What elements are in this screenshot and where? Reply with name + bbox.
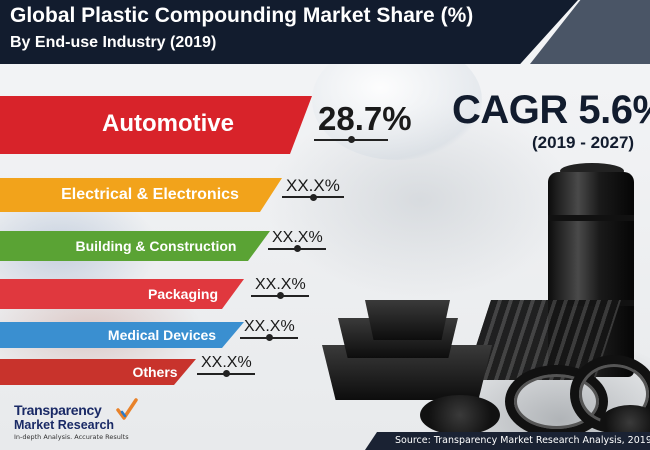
cagr-value: CAGR 5.6% <box>452 88 650 132</box>
bar-value-label: XX.X% <box>244 318 295 335</box>
tray-icon <box>365 300 450 340</box>
bar-building-construction <box>0 231 270 261</box>
logo-name: Transparency <box>14 402 102 418</box>
checkmark-logo-icon <box>116 398 138 420</box>
bar-value-label: XX.X% <box>255 276 306 293</box>
value-marker-dot <box>265 334 273 342</box>
bar-label: Building & Construction <box>75 238 237 254</box>
bar-label: Medical Devices <box>107 327 217 343</box>
bar-packaging <box>0 279 244 309</box>
bar-label: Electrical & Electronics <box>61 186 239 203</box>
page-subtitle: By End-use Industry (2019) <box>10 34 217 51</box>
logo-tagline: In-depth Analysis. Accurate Results <box>14 433 129 441</box>
cagr-range: (2019 - 2027) <box>532 133 635 152</box>
bar-value-label: 28.7% <box>318 100 412 137</box>
value-marker-dot <box>347 136 355 144</box>
bar-electrical-electronics <box>0 178 282 212</box>
bar-label: Others <box>132 364 178 380</box>
value-marker-dot <box>309 193 317 201</box>
bar-value-label: XX.X% <box>272 229 323 246</box>
bar-automotive <box>0 96 312 154</box>
source-banner <box>365 432 650 450</box>
bar-value-label: XX.X% <box>286 176 340 195</box>
pellets-image <box>420 395 500 435</box>
bar-label: Automotive <box>102 110 234 137</box>
logo-name-line2: Market Research <box>14 418 115 432</box>
source-note: Source: Transparency Market Research Ana… <box>395 435 650 446</box>
page-title: Global Plastic Compounding Market Share … <box>10 4 474 27</box>
value-marker-dot <box>293 245 301 253</box>
value-marker-dot <box>222 370 230 378</box>
value-marker-dot <box>276 292 284 300</box>
bar-value-label: XX.X% <box>201 354 252 371</box>
header-banner <box>0 0 578 64</box>
bar-medical-devices <box>0 322 244 348</box>
bar-label: Packaging <box>147 286 219 302</box>
drum-ring <box>548 215 634 221</box>
bar-others <box>0 359 196 385</box>
